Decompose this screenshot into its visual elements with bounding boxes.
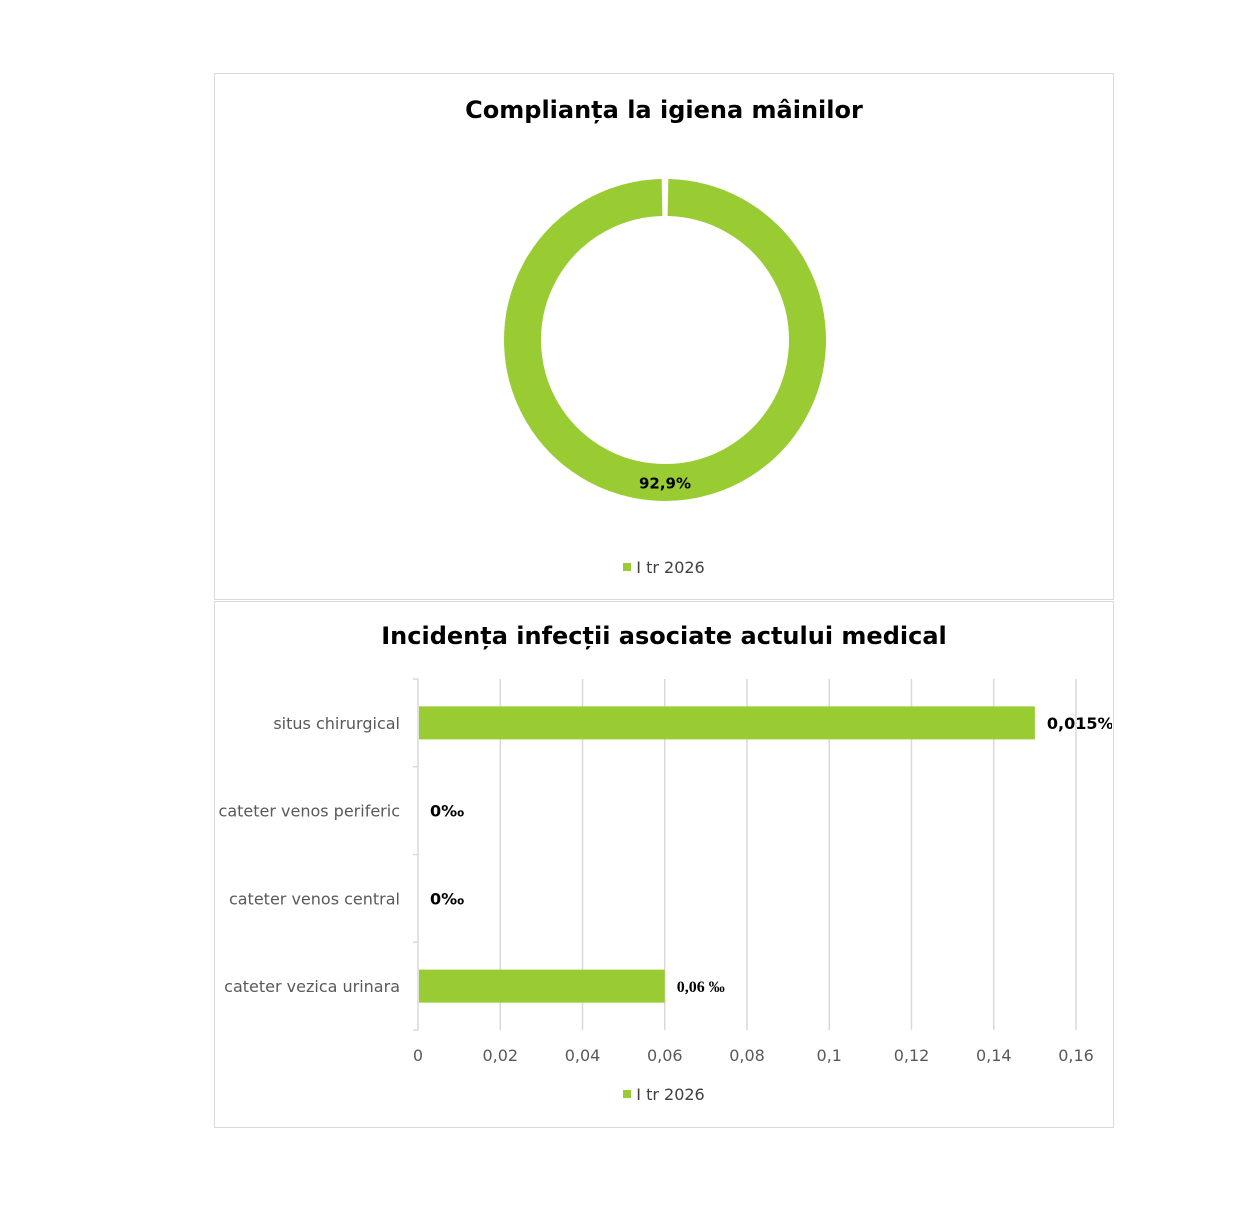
legend-label: I tr 2026 <box>636 558 705 577</box>
x-tick-label: 0,08 <box>729 1046 765 1065</box>
chart-title: Incidența infecții asociate actului medi… <box>381 622 947 650</box>
data-label: 0,015‰ <box>1047 714 1112 733</box>
bar <box>419 969 665 1003</box>
chart-title: Complianța la igiena mâinilor <box>465 96 863 124</box>
legend: I tr 2026 <box>215 558 1113 577</box>
x-tick-label: 0,1 <box>817 1046 842 1065</box>
bar <box>419 706 1035 740</box>
data-label: 0‰ <box>430 802 464 821</box>
y-category-label: situs chirurgical <box>273 714 400 733</box>
x-tick-label: 0 <box>413 1046 423 1065</box>
data-label: 0‰ <box>430 889 464 908</box>
donut-chart: 92,9% <box>504 179 826 501</box>
y-category-label: cateter vezica urinara <box>224 977 400 996</box>
x-tick-label: 0,14 <box>976 1046 1012 1065</box>
y-category-label: cateter venos periferic <box>219 802 400 821</box>
x-tick-label: 0,02 <box>482 1046 518 1065</box>
data-label: 92,9% <box>639 475 691 493</box>
donut-slice <box>504 179 826 501</box>
y-category-label: cateter venos central <box>229 889 400 908</box>
bar-chart: 0 0,02 0,04 0,06 0,08 0,1 0,12 0,14 0,16 situs ch… <box>219 678 1112 1065</box>
x-tick-label: 0,06 <box>647 1046 683 1065</box>
donut-chart-panel: Complianța la igiena mâinilor 92,9% I tr… <box>214 73 1114 600</box>
x-tick-label: 0,12 <box>894 1046 930 1065</box>
data-label: 0,06 ‰ <box>677 979 725 996</box>
bar-chart-panel: Incidența infecții asociate actului medi… <box>214 601 1114 1128</box>
x-tick-label: 0,16 <box>1058 1046 1094 1065</box>
legend-swatch <box>623 562 632 571</box>
legend-swatch <box>623 1089 632 1098</box>
x-tick-label: 0,04 <box>565 1046 601 1065</box>
legend: I tr 2026 <box>215 1085 1113 1104</box>
legend-label: I tr 2026 <box>636 1085 705 1104</box>
